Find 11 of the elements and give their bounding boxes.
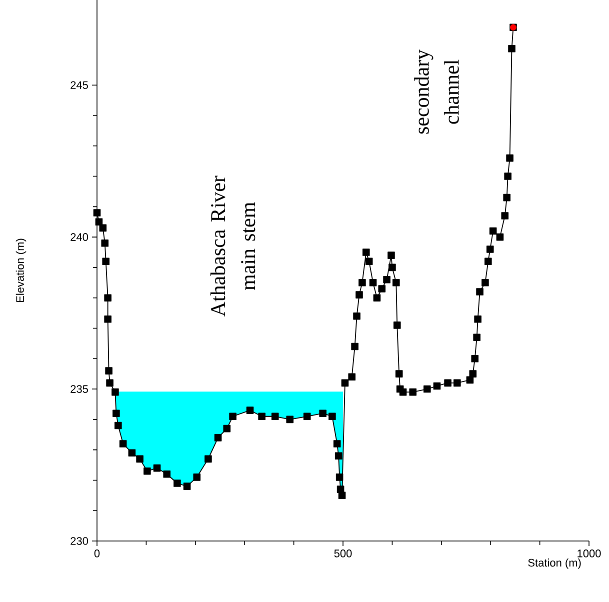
y-tick-label: 240 [70, 233, 88, 241]
x-tick-label: 1000 [578, 550, 601, 558]
y-tick-label: 230 [70, 537, 88, 545]
annotation: secondary channel [414, 49, 459, 134]
y-tick-label: 235 [70, 385, 88, 393]
y-tick-label: 245 [70, 81, 88, 89]
x-tick-label: 0 [94, 550, 100, 558]
annotation: Athabasca River main stem [210, 176, 256, 317]
x-tick-label: 500 [334, 550, 352, 558]
x-axis-title: Station (m) [528, 558, 581, 569]
y-axis-title: Elevation (m) [16, 238, 26, 302]
